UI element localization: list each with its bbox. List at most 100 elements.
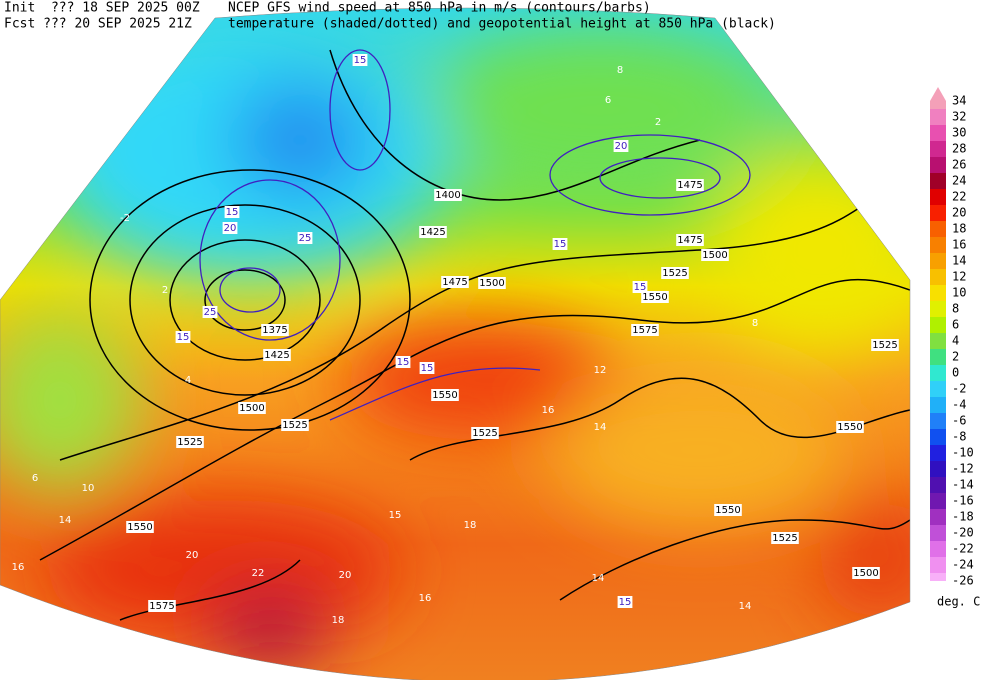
colorbar-swatch <box>930 381 946 397</box>
wind-label: 15 <box>619 597 632 608</box>
height-label-bg <box>701 249 729 261</box>
temperature-label: 2 <box>655 117 661 128</box>
colorbar-swatch <box>930 253 946 269</box>
height-label-bg <box>261 324 289 336</box>
colorbar-label: 34 <box>952 94 966 108</box>
colorbar-label: -6 <box>952 414 966 428</box>
colorbar-label: 4 <box>952 334 959 348</box>
colorbar-label: 30 <box>952 126 966 140</box>
colorbar-label: 26 <box>952 158 966 172</box>
wind-contours <box>199 49 751 421</box>
wind-label-bg <box>202 306 218 318</box>
height-label: 1575 <box>632 325 657 336</box>
height-label: 1550 <box>715 505 740 516</box>
height-label: 1475 <box>677 235 702 246</box>
header-title: NCEP GFS wind speed at 850 hPa in m/s (c… <box>228 1 651 16</box>
height-label: 1475 <box>677 180 702 191</box>
map-field <box>0 8 910 680</box>
height-label-bg <box>434 189 462 201</box>
height-label-bg <box>441 276 469 288</box>
header-forecast: Fcst ??? 20 SEP 2025 21Z <box>4 17 192 32</box>
height-label-bg <box>176 436 204 448</box>
height-contours <box>39 49 910 621</box>
temperature-label: 14 <box>594 422 607 433</box>
wind-label-bg <box>395 356 411 368</box>
height-label: 1525 <box>662 268 687 279</box>
height-label: 1500 <box>479 278 504 289</box>
height-label-bg <box>771 532 799 544</box>
colorbar-swatch <box>930 525 946 541</box>
height-label-bg <box>478 277 506 289</box>
temperature-label: 20 <box>339 570 352 581</box>
height-label-bg <box>676 234 704 246</box>
temperature-label: 8 <box>752 318 758 329</box>
colorbar-swatch <box>930 269 946 285</box>
height-label: 1500 <box>853 568 878 579</box>
colorbar-swatch <box>930 141 946 157</box>
height-label: 1525 <box>472 428 497 439</box>
height-label-bg <box>631 324 659 336</box>
temperature-label: 16 <box>419 593 432 604</box>
height-label-bg <box>281 419 309 431</box>
wind-label: 15 <box>634 282 647 293</box>
colorbar-label: 14 <box>952 254 966 268</box>
wind-label: 15 <box>177 332 190 343</box>
height-label-bg <box>126 521 154 533</box>
temperature-label: -2 <box>120 213 130 224</box>
colorbar-swatch <box>930 205 946 221</box>
colorbar-swatch <box>930 109 946 125</box>
height-label: 1500 <box>239 403 264 414</box>
height-label: 1500 <box>702 250 727 261</box>
height-label-bg <box>661 267 689 279</box>
height-label: 1475 <box>442 277 467 288</box>
wind-label-bg <box>175 331 191 343</box>
colorbar-label: 10 <box>952 286 966 300</box>
colorbar-label: -20 <box>952 526 974 540</box>
colorbar-label: -2 <box>952 382 966 396</box>
temperature-label: 15 <box>389 510 402 521</box>
wind-label: 15 <box>554 239 567 250</box>
wind-label: 20 <box>224 223 237 234</box>
height-label: 1425 <box>264 350 289 361</box>
colorbar-label: -22 <box>952 542 974 556</box>
colorbar-label: 8 <box>952 302 959 316</box>
height-label: 1550 <box>432 390 457 401</box>
wind-label: 15 <box>226 207 239 218</box>
colorbar-swatch <box>930 101 946 109</box>
colorbar-label: 16 <box>952 238 966 252</box>
height-label-bg <box>871 339 899 351</box>
colorbar-label: -4 <box>952 398 966 412</box>
wind-label-bg <box>613 140 629 152</box>
wind-label-bg <box>632 281 648 293</box>
colorbar-swatch <box>930 333 946 349</box>
colorbar-label: 2 <box>952 350 959 364</box>
colorbar-label: -10 <box>952 446 974 460</box>
height-label: 1550 <box>642 292 667 303</box>
height-label-bg <box>238 402 266 414</box>
colorbar-swatch <box>930 157 946 173</box>
height-label: 1525 <box>282 420 307 431</box>
temperature-label: 12 <box>594 365 607 376</box>
colorbar-label: 22 <box>952 190 966 204</box>
height-label: 1375 <box>262 325 287 336</box>
temperature-label: 16 <box>542 405 555 416</box>
wind-label: 15 <box>397 357 410 368</box>
colorbar-swatch <box>930 221 946 237</box>
height-label: 1525 <box>872 340 897 351</box>
colorbar-swatch <box>930 541 946 557</box>
colorbar-label: 32 <box>952 110 966 124</box>
height-label-bg <box>714 504 742 516</box>
height-label-bg <box>431 389 459 401</box>
colorbar-swatch <box>930 365 946 381</box>
header-subtitle: temperature (shaded/dotted) and geopoten… <box>228 17 776 32</box>
temperature-label: 8 <box>617 65 623 76</box>
colorbar-label: -18 <box>952 510 974 524</box>
colorbar-swatch <box>930 557 946 573</box>
temperature-label: 20 <box>186 550 199 561</box>
colorbar-arrow <box>930 87 946 101</box>
wind-label-bg <box>352 54 368 66</box>
wind-label: 25 <box>204 307 217 318</box>
temperature-label: 10 <box>82 483 95 494</box>
colorbar-swatch <box>930 477 946 493</box>
